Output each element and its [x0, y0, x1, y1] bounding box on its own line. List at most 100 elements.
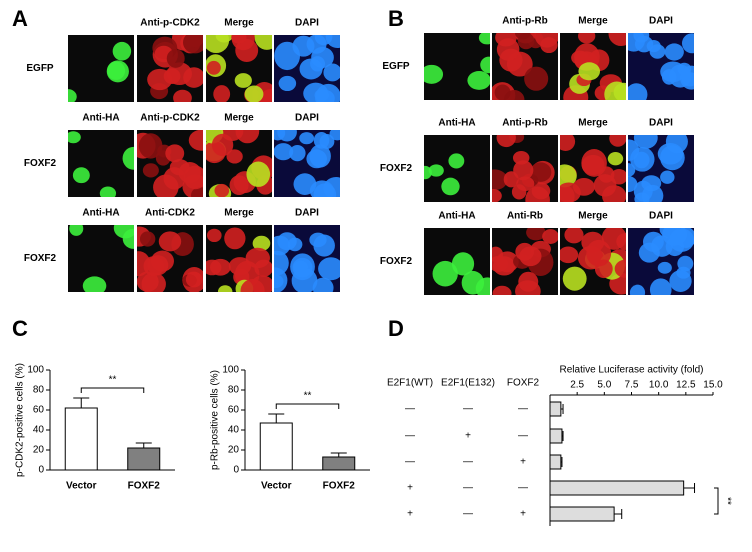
micrograph: [206, 225, 272, 292]
cell: [106, 60, 129, 83]
condition: —: [463, 457, 473, 468]
y-tick-label: 100: [222, 365, 239, 376]
cell: [614, 259, 626, 278]
cell: [657, 261, 672, 274]
column-header: DAPI: [649, 118, 673, 129]
condition: —: [463, 509, 473, 520]
cell: [629, 284, 646, 295]
cell: [540, 37, 558, 54]
micrograph: [560, 228, 626, 295]
column-header: Anti-p-CDK2: [140, 18, 200, 29]
cell: [613, 82, 626, 100]
cell: [660, 145, 685, 171]
cell: [518, 271, 539, 292]
micrograph: [424, 135, 490, 202]
cell: [560, 164, 577, 188]
cell: [306, 149, 327, 169]
bar: [322, 456, 356, 471]
y-tick-label: 80: [228, 385, 240, 396]
x-tick-label: 15.0: [703, 380, 723, 391]
cell: [478, 33, 490, 45]
condition: —: [518, 404, 528, 415]
cell: [215, 35, 233, 43]
cell: [560, 182, 581, 202]
micrograph: [274, 35, 340, 102]
bar: [549, 506, 615, 522]
cell: [649, 278, 672, 295]
cell: [274, 267, 288, 292]
cell: [292, 35, 315, 57]
cell: [178, 162, 202, 184]
cell: [503, 171, 519, 188]
cell: [254, 35, 272, 50]
y-tick-label: 40: [228, 425, 240, 436]
cell: [165, 144, 185, 163]
cell: [137, 271, 159, 292]
cell: [519, 246, 542, 267]
cell: [112, 41, 132, 61]
significance: **: [304, 391, 312, 402]
cell: [560, 135, 576, 152]
error-bar: [561, 431, 564, 441]
panel-label: B: [388, 6, 404, 31]
cell: [633, 33, 650, 43]
cell: [633, 135, 658, 149]
error-bar: [268, 413, 285, 423]
x-tick-label: 12.5: [676, 380, 696, 391]
column-header: Merge: [578, 211, 608, 222]
x-axis-label: Relative Luciferase activity (fold): [560, 365, 704, 376]
cell: [312, 277, 334, 292]
cell: [586, 239, 612, 267]
cell: [492, 285, 512, 295]
column-header: Merge: [224, 208, 254, 219]
cell: [649, 44, 666, 59]
cell: [424, 64, 444, 84]
cell: [651, 235, 673, 257]
y-tick-label: 20: [33, 445, 45, 456]
cell: [441, 177, 460, 196]
condition: —: [518, 483, 528, 494]
cell: [432, 260, 458, 287]
micrograph: [560, 33, 626, 100]
row-label: FOXF2: [380, 256, 413, 267]
condition: —: [518, 431, 528, 442]
condition: +: [465, 431, 471, 442]
significance-bracket: [275, 403, 340, 409]
cell: [183, 67, 203, 88]
micrograph: [137, 225, 203, 292]
cell: [325, 35, 340, 49]
cell: [139, 231, 156, 247]
cell: [628, 83, 648, 100]
significance-bracket: [80, 387, 145, 393]
cell: [231, 35, 247, 44]
column-header: DAPI: [649, 211, 673, 222]
cell: [609, 135, 626, 147]
y-tick-label: 20: [228, 445, 240, 456]
cell: [319, 133, 335, 149]
cell: [214, 183, 230, 197]
cell: [524, 66, 549, 91]
significance: **: [109, 375, 117, 386]
cell: [278, 75, 297, 92]
cell: [72, 167, 90, 184]
cell: [68, 89, 77, 102]
bar: [127, 447, 161, 471]
micrograph: [628, 33, 694, 100]
cell: [206, 228, 222, 243]
cell: [211, 133, 234, 157]
micrograph: [68, 225, 134, 292]
column-header: DAPI: [295, 208, 319, 219]
cell: [147, 255, 169, 276]
cell: [213, 85, 231, 102]
x-tick-label: Vector: [261, 481, 292, 492]
cell: [185, 271, 203, 288]
cell: [428, 164, 444, 177]
column-header: DAPI: [649, 16, 673, 27]
column-header: Anti-CDK2: [145, 208, 195, 219]
x-tick-label: 10.0: [649, 380, 669, 391]
micrograph: [206, 35, 272, 102]
cell: [244, 85, 264, 102]
cell: [173, 89, 192, 102]
cell: [677, 255, 694, 272]
micrograph: [628, 135, 694, 202]
